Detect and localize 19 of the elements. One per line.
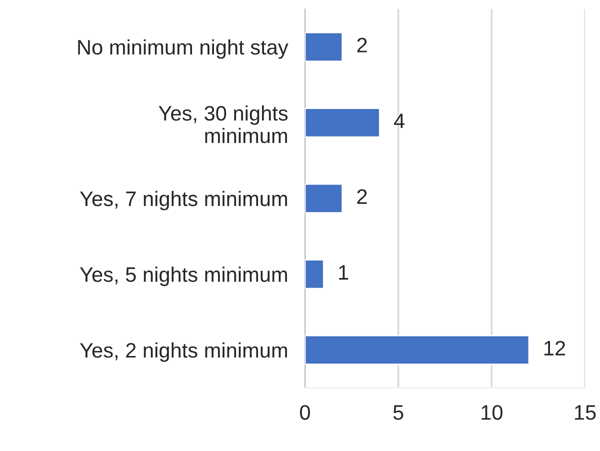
y-tick-label: Yes, 7 nights minimum bbox=[80, 190, 287, 210]
bar bbox=[305, 334, 530, 366]
bar bbox=[305, 108, 380, 138]
y-tick-label: No minimum night stay bbox=[78, 39, 288, 59]
bar bbox=[305, 259, 324, 290]
bar bbox=[305, 32, 344, 62]
x-tick-label: 5 bbox=[393, 405, 404, 420]
bar bbox=[305, 183, 344, 214]
data-label: 2 bbox=[357, 189, 367, 204]
x-tick-label: 0 bbox=[300, 405, 310, 420]
x-tick-label: 10 bbox=[482, 405, 502, 420]
x-tick-label: 15 bbox=[575, 405, 596, 420]
y-tick-label: Yes, 2 nights minimum bbox=[80, 342, 287, 362]
data-label: 1 bbox=[339, 265, 348, 280]
data-label: 2 bbox=[357, 38, 367, 52]
data-label: 4 bbox=[394, 114, 405, 128]
y-tick-label: Yes, 30 nights minimum bbox=[158, 105, 288, 144]
y-tick-label: Yes, 5 nights minimum bbox=[80, 266, 287, 286]
data-label: 12 bbox=[544, 340, 566, 356]
